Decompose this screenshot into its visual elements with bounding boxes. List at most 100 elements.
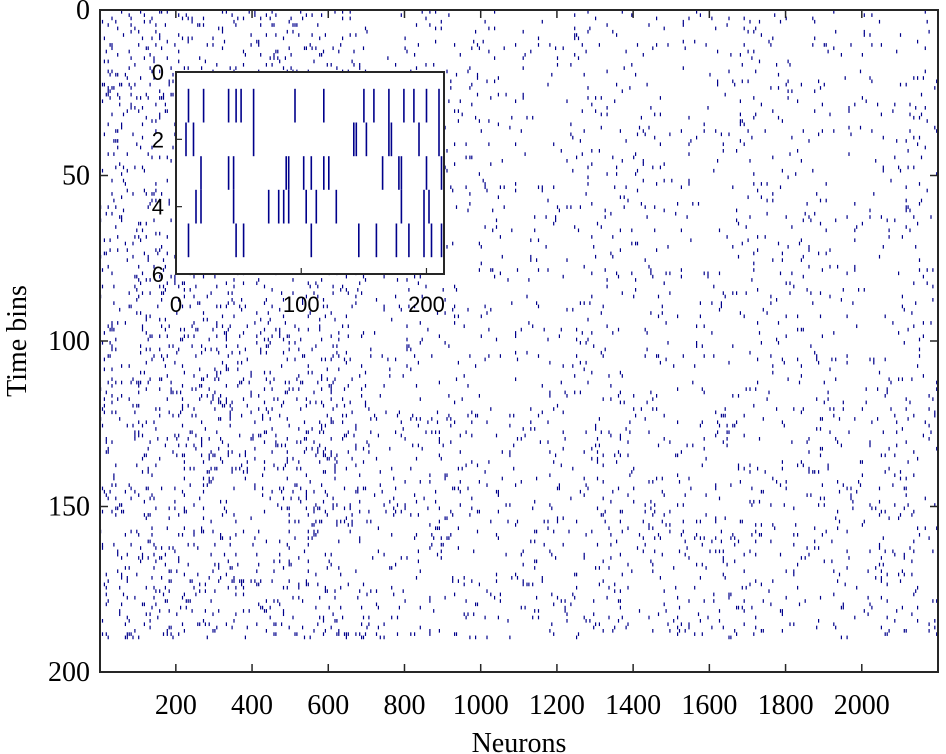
spike-mark — [536, 301, 538, 305]
spike-mark — [886, 615, 888, 620]
spike-mark — [231, 470, 233, 474]
spike-mark — [155, 248, 157, 252]
spike-mark — [313, 509, 315, 514]
spike-mark — [172, 546, 174, 550]
spike-mark — [452, 576, 454, 580]
spike-mark — [537, 354, 540, 358]
spike-mark — [256, 569, 258, 574]
spike-mark — [168, 579, 170, 583]
spike-mark — [650, 311, 652, 315]
spike-mark — [808, 264, 810, 269]
spike-mark — [176, 437, 178, 441]
spike-mark — [178, 556, 180, 560]
spike-mark — [168, 506, 170, 511]
spike-mark — [334, 619, 336, 623]
spike-mark — [730, 483, 732, 487]
spike-mark — [520, 129, 522, 133]
spike-mark — [454, 284, 456, 289]
spike-mark — [566, 258, 568, 262]
spike-mark — [804, 599, 806, 603]
spike-mark — [406, 347, 408, 352]
spike-mark — [178, 298, 180, 302]
spike-mark — [932, 397, 934, 401]
spike-mark — [286, 542, 288, 547]
spike-mark — [656, 476, 658, 481]
spike-mark — [556, 595, 559, 600]
spike-mark — [109, 327, 111, 332]
spike-mark — [242, 529, 245, 534]
spike-mark — [576, 585, 578, 590]
spike-mark — [661, 311, 663, 315]
spike-mark — [195, 327, 197, 332]
spike-mark — [149, 619, 151, 623]
spike-mark — [298, 519, 300, 524]
spike-mark — [800, 159, 802, 163]
spike-mark — [119, 612, 121, 617]
spike-mark — [821, 102, 823, 107]
spike-mark — [263, 509, 266, 514]
spike-mark — [505, 92, 507, 97]
spike-mark — [463, 612, 465, 617]
spike-mark — [126, 576, 128, 580]
spike-mark — [212, 327, 214, 332]
inset-y-tick-label: 4 — [152, 195, 164, 220]
spike-mark — [589, 301, 591, 305]
spike-mark — [162, 284, 165, 289]
spike-mark — [520, 605, 522, 610]
spike-mark — [753, 29, 755, 34]
spike-mark — [551, 552, 553, 557]
spike-mark — [210, 480, 212, 484]
spike-mark — [800, 460, 802, 464]
spike-mark — [619, 589, 621, 593]
spike-mark — [781, 466, 783, 471]
spike-mark — [181, 489, 184, 494]
spike-mark — [642, 162, 644, 166]
spike-mark — [751, 605, 753, 610]
spike-mark — [300, 407, 302, 411]
spike-mark — [233, 278, 235, 282]
spike-mark — [107, 89, 109, 94]
spike-mark — [132, 254, 134, 259]
spike-mark — [861, 407, 863, 411]
spike-mark — [587, 29, 589, 34]
spike-mark — [732, 423, 734, 428]
spike-mark — [404, 599, 406, 603]
spike-mark — [713, 284, 715, 289]
spike-mark — [915, 301, 917, 305]
spike-mark — [600, 112, 602, 117]
spike-mark — [361, 291, 363, 295]
spike-mark — [126, 615, 128, 620]
spike-mark — [779, 609, 782, 613]
spike-mark — [785, 16, 787, 21]
spike-mark — [499, 592, 501, 597]
spike-mark — [583, 476, 585, 481]
spike-mark — [136, 529, 138, 534]
spike-mark — [878, 499, 881, 504]
spike-mark — [595, 254, 597, 259]
spike-mark — [497, 195, 499, 200]
spike-mark — [667, 43, 669, 47]
spike-mark — [117, 552, 119, 557]
spike-mark — [178, 413, 180, 418]
spike-mark — [701, 420, 703, 425]
spike-mark — [873, 192, 875, 196]
spike-mark — [795, 172, 797, 176]
spike-mark — [256, 281, 258, 286]
spike-mark — [806, 288, 808, 292]
spike-mark — [619, 400, 621, 405]
spike-mark — [225, 572, 227, 577]
spike-mark — [415, 384, 418, 388]
spike-mark — [204, 347, 206, 352]
spike-mark — [440, 536, 442, 540]
spike-mark — [619, 370, 621, 375]
spike-mark — [842, 288, 844, 292]
spike-mark — [516, 437, 519, 441]
spike-mark — [810, 344, 812, 348]
spike-mark — [117, 26, 119, 31]
spike-mark — [617, 619, 620, 623]
spike-mark — [753, 115, 755, 120]
spike-mark — [840, 53, 842, 57]
spike-mark — [781, 460, 783, 464]
spike-mark — [457, 486, 459, 491]
spike-mark — [627, 198, 629, 203]
